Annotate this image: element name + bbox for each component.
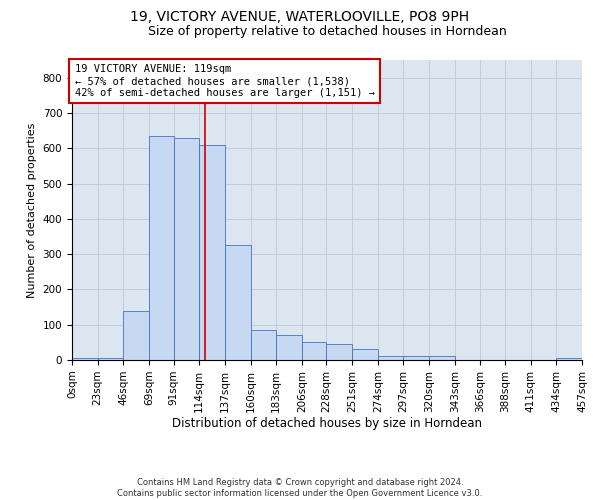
Bar	[98, 358, 124, 360]
Bar	[429, 356, 455, 360]
Bar	[199, 144, 225, 360]
Bar	[149, 136, 173, 360]
Bar	[352, 350, 378, 360]
Text: 19, VICTORY AVENUE, WATERLOOVILLE, PO8 9PH: 19, VICTORY AVENUE, WATERLOOVILLE, PO8 9…	[130, 10, 470, 24]
Bar	[326, 344, 352, 360]
Bar	[556, 358, 582, 360]
Y-axis label: Number of detached properties: Number of detached properties	[27, 122, 37, 298]
Bar	[225, 246, 251, 360]
Bar	[403, 356, 429, 360]
Text: 19 VICTORY AVENUE: 119sqm
← 57% of detached houses are smaller (1,538)
42% of se: 19 VICTORY AVENUE: 119sqm ← 57% of detac…	[74, 64, 374, 98]
X-axis label: Distribution of detached houses by size in Horndean: Distribution of detached houses by size …	[172, 418, 482, 430]
Bar	[72, 358, 98, 360]
Bar	[378, 356, 403, 360]
Text: Contains HM Land Registry data © Crown copyright and database right 2024.
Contai: Contains HM Land Registry data © Crown c…	[118, 478, 482, 498]
Bar	[124, 310, 149, 360]
Bar	[251, 330, 276, 360]
Bar	[173, 138, 199, 360]
Title: Size of property relative to detached houses in Horndean: Size of property relative to detached ho…	[148, 25, 506, 38]
Bar	[302, 342, 326, 360]
Bar	[276, 336, 302, 360]
